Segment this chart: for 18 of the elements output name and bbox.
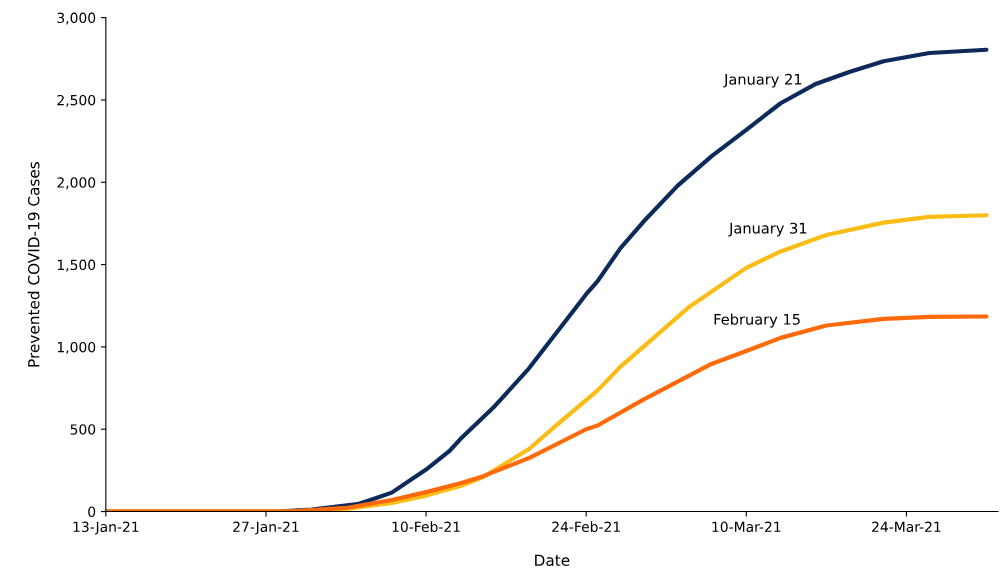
y-tick-label: 3,000 [57,12,96,25]
y-tick-label: 500 [70,424,96,435]
y-tick-label: 0 [88,506,96,518]
x-tick-label: 27-Jan-21 [233,521,299,535]
y-tick-label: 2,000 [57,177,96,190]
x-tick-label: 24-Mar-21 [872,521,941,533]
y-tick-label: 2,500 [57,94,96,107]
y-tick-label: 1,500 [57,259,96,272]
series-label: January 21 [723,73,802,88]
y-axis-title: Prevented COVID-19 Cases [27,162,40,367]
series-label: February 15 [714,313,800,328]
x-tick-label: 10-Feb-21 [392,521,460,533]
series-label: January 31 [728,222,807,237]
y-tick-label: 1,000 [57,341,96,354]
x-axis-title: Date [535,554,570,566]
x-tick-label: 13-Jan-21 [73,521,139,535]
x-tick-label: 24-Feb-21 [552,521,620,533]
x-tick-label: 10-Mar-21 [712,521,781,533]
